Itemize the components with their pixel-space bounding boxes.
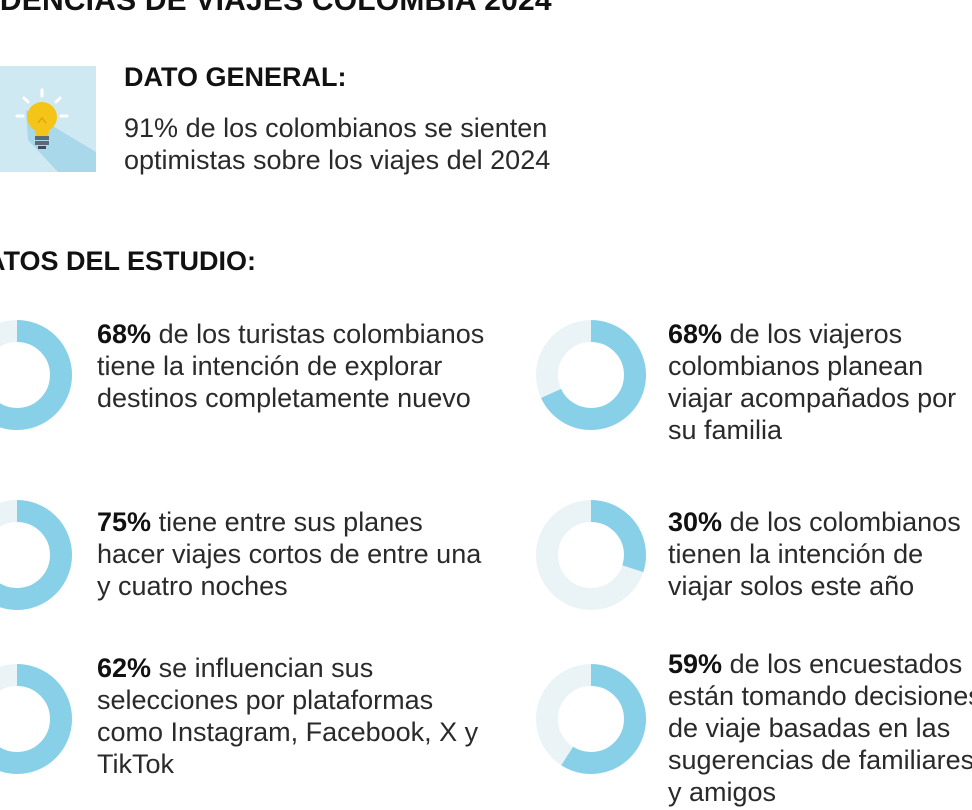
stat-item-6: 59% de los encuestados están tomando dec… [668, 648, 972, 808]
stat-percent: 62% [97, 653, 152, 683]
stat-percent: 59% [668, 649, 723, 679]
donut-value-arc [0, 500, 72, 610]
stat-item-1: 68% de los turistas colombianos tiene la… [97, 318, 517, 414]
stat-text: de los colombianos tienen la intención d… [668, 507, 961, 601]
stat-percent: 75% [97, 507, 152, 537]
section-heading: ATOS DEL ESTUDIO: [0, 246, 257, 276]
donut-chart-5 [0, 664, 72, 774]
donut-chart-3 [0, 500, 72, 610]
stat-text: de los encuestados están tomando decisio… [668, 649, 972, 807]
general-heading: DATO GENERAL: [124, 62, 347, 92]
stat-item-2: 68% de los viajeros colombianos planean … [668, 318, 972, 446]
page-title: NDENCIAS DE VIAJES COLOMBIA 2024 [0, 0, 552, 17]
stat-percent: 30% [668, 507, 723, 537]
stat-percent: 68% [668, 319, 723, 349]
stat-text: tiene entre sus planes hacer viajes cort… [97, 507, 482, 601]
donut-value-arc [536, 320, 646, 430]
lightbulb-icon [0, 66, 96, 172]
general-percent: 91% [124, 113, 179, 143]
donut-value-arc [536, 500, 646, 610]
stat-item-4: 30% de los colombianos tienen la intenci… [668, 506, 972, 602]
general-description: de los colombianos se sienten optimistas… [124, 113, 551, 175]
stat-item-3: 75% tiene entre sus planes hacer viajes … [97, 506, 497, 602]
donut-chart-4 [536, 500, 646, 610]
donut-chart-1 [0, 320, 72, 430]
stat-percent: 68% [97, 319, 152, 349]
donut-chart-6 [536, 664, 646, 774]
stat-text: de los viajeros colombianos planean viaj… [668, 319, 957, 445]
donut-value-arc [536, 664, 646, 774]
donut-value-arc [0, 320, 72, 430]
general-text: 91% de los colombianos se sienten optimi… [124, 112, 644, 176]
stat-item-5: 62% se influencian sus selecciones por p… [97, 652, 492, 780]
stat-text: se influencian sus selecciones por plata… [97, 653, 479, 779]
donut-chart-2 [536, 320, 646, 430]
stat-text: de los turistas colombianos tiene la int… [97, 319, 485, 413]
donut-value-arc [0, 664, 72, 774]
